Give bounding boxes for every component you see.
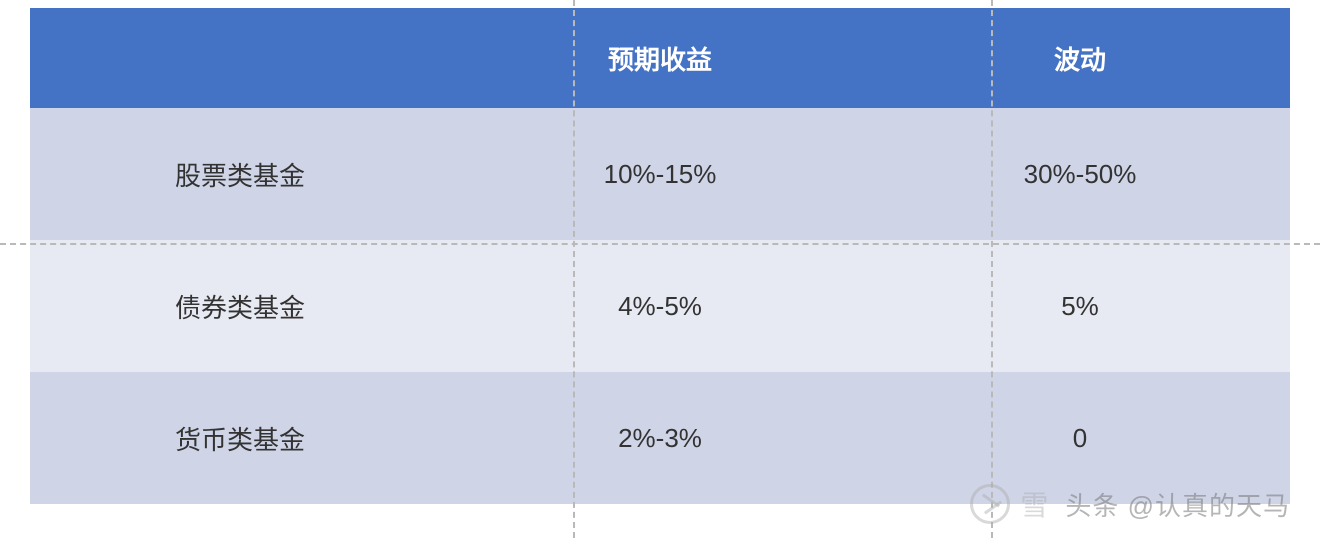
- row-label: 债券类基金: [30, 240, 450, 372]
- watermark-brand: 雪: [1020, 484, 1049, 524]
- table-row: 债券类基金 4%-5% 5%: [30, 240, 1290, 372]
- col-header-volatility: 波动: [870, 8, 1290, 108]
- cell-return: 10%-15%: [450, 108, 870, 240]
- table-header-row: 预期收益 波动: [30, 8, 1290, 108]
- cell-return: 2%-3%: [450, 372, 870, 504]
- cell-volatility: 30%-50%: [870, 108, 1290, 240]
- col-header-blank: [30, 8, 450, 108]
- watermark: 雪 头条 @认真的天马: [970, 484, 1290, 524]
- watermark-logo-icon: [970, 484, 1010, 524]
- cell-volatility: 5%: [870, 240, 1290, 372]
- watermark-text: 头条 @认真的天马: [1065, 486, 1290, 523]
- table-container: 预期收益 波动 股票类基金 10%-15% 30%-50% 债券类基金 4%-5…: [0, 0, 1320, 504]
- fund-comparison-table: 预期收益 波动 股票类基金 10%-15% 30%-50% 债券类基金 4%-5…: [30, 8, 1290, 504]
- table-row: 股票类基金 10%-15% 30%-50%: [30, 108, 1290, 240]
- cell-return: 4%-5%: [450, 240, 870, 372]
- row-label: 股票类基金: [30, 108, 450, 240]
- col-header-expected-return: 预期收益: [450, 8, 870, 108]
- row-label: 货币类基金: [30, 372, 450, 504]
